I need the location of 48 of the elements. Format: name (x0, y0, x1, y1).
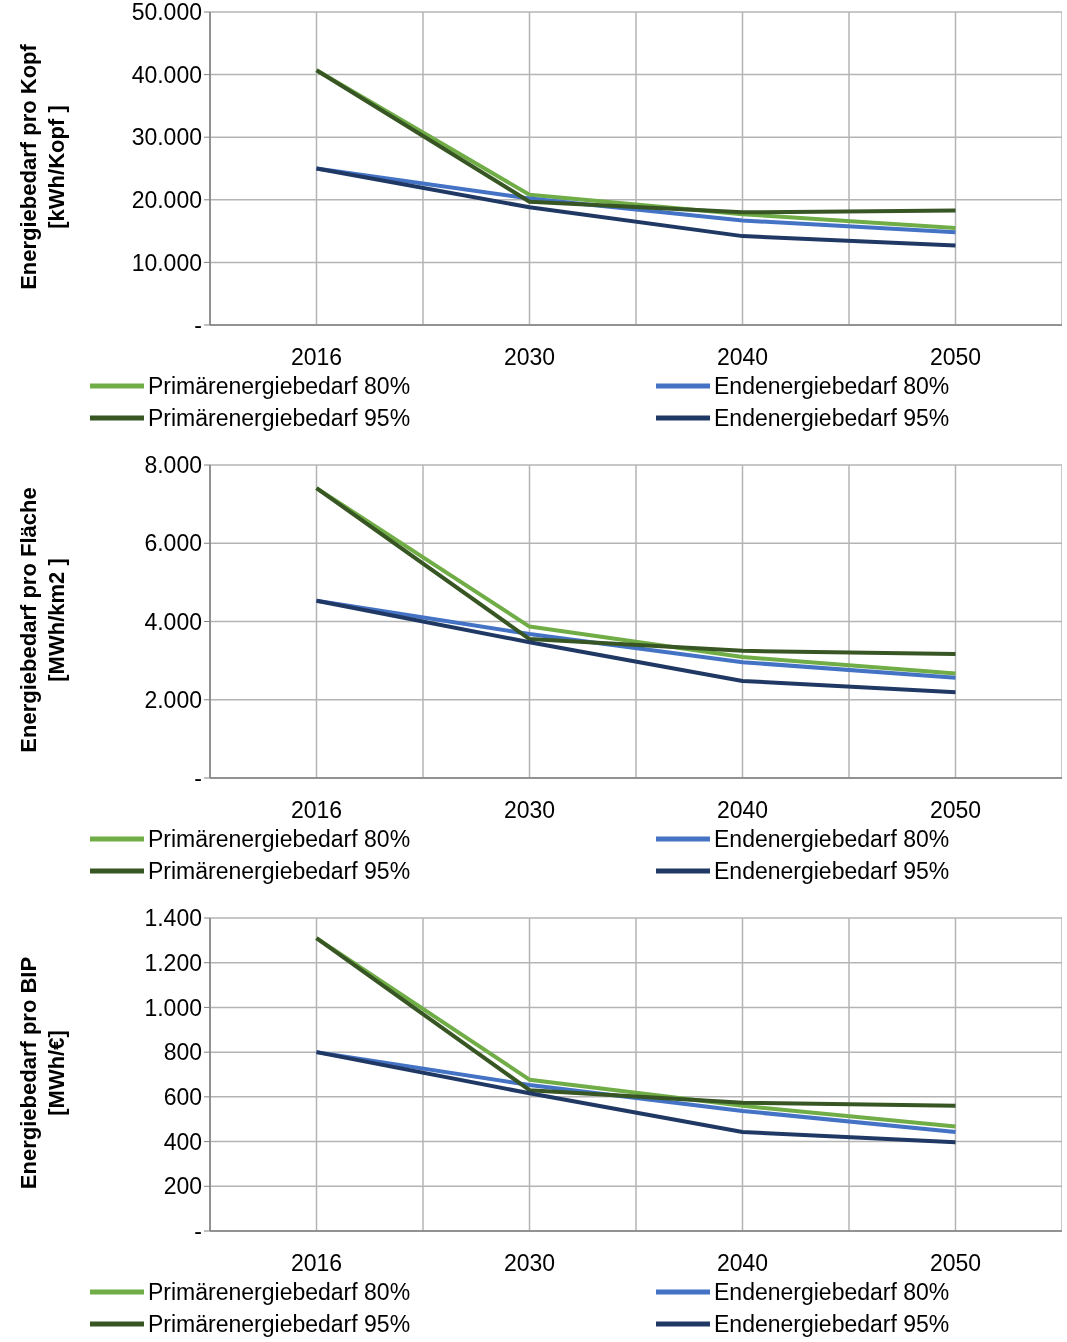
y-tick-label: 6.000 (144, 530, 202, 557)
x-tick-label: 2040 (716, 344, 769, 371)
legend-label: Endenergiebedarf 80% (714, 1278, 950, 1306)
y-tick-label: 40.000 (131, 61, 202, 88)
x-tick-label: 2040 (716, 1250, 769, 1277)
legend-label: Primärenergiebedarf 95% (148, 857, 411, 885)
x-tick-label: 2040 (716, 797, 769, 824)
line-series (314, 598, 958, 695)
line-series (314, 166, 958, 248)
x-tick-label: 2050 (929, 344, 982, 371)
x-tick-label: 2016 (290, 797, 343, 824)
legend-label: Endenergiebedarf 80% (714, 825, 950, 853)
x-tick-label: 2050 (929, 797, 982, 824)
y-tick-label: 8.000 (144, 452, 202, 479)
legend-label: Primärenergiebedarf 95% (148, 404, 411, 432)
legend-label: Endenergiebedarf 80% (714, 372, 950, 400)
y-tick-label: 50.000 (131, 0, 202, 26)
y-tick-label: - (194, 312, 202, 339)
legend-label: Primärenergiebedarf 80% (148, 372, 411, 400)
legend-label: Primärenergiebedarf 95% (148, 1310, 411, 1338)
legend-label: Primärenergiebedarf 80% (148, 825, 411, 853)
legend-label: Endenergiebedarf 95% (714, 404, 950, 432)
legend-label: Endenergiebedarf 95% (714, 857, 950, 885)
y-tick-label: 600 (163, 1084, 202, 1111)
y-tick-label: - (194, 1218, 202, 1245)
y-tick-label: 30.000 (131, 124, 202, 151)
x-tick-label: 2016 (290, 344, 343, 371)
y-tick-label: 2.000 (144, 686, 202, 713)
x-tick-label: 2030 (503, 1250, 556, 1277)
y-tick-label: 1.200 (144, 949, 202, 976)
y-axis-title: Energiebedarf pro BIP [MWh/€] (15, 956, 70, 1190)
y-tick-label: - (194, 765, 202, 792)
y-tick-label: 4.000 (144, 608, 202, 635)
x-tick-label: 2016 (290, 1250, 343, 1277)
y-tick-label: 800 (163, 1039, 202, 1066)
x-tick-label: 2050 (929, 1250, 982, 1277)
y-tick-label: 200 (163, 1173, 202, 1200)
legend-label: Endenergiebedarf 95% (714, 1310, 950, 1338)
x-tick-label: 2030 (503, 797, 556, 824)
y-tick-label: 20.000 (131, 186, 202, 213)
y-tick-label: 10.000 (131, 249, 202, 276)
y-tick-label: 400 (163, 1128, 202, 1155)
y-axis-title: Energiebedarf pro Fläche [MWh/km2 ] (15, 487, 70, 753)
y-tick-label: 1.400 (144, 905, 202, 932)
legend-label: Primärenergiebedarf 80% (148, 1278, 411, 1306)
y-axis-title: Energiebedarf pro Kopf [kWh/Kopf ] (15, 44, 70, 290)
y-tick-label: 1.000 (144, 994, 202, 1021)
x-tick-label: 2030 (503, 344, 556, 371)
